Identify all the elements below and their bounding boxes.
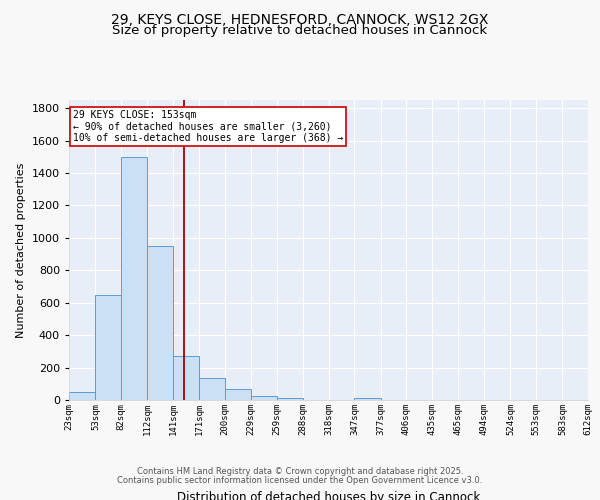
Bar [148, 246, 173, 400]
Bar [173, 356, 199, 400]
Bar [199, 378, 225, 400]
Bar [121, 157, 148, 400]
Bar [277, 398, 302, 400]
Bar [355, 398, 381, 400]
Y-axis label: Number of detached properties: Number of detached properties [16, 162, 26, 338]
Bar [69, 392, 95, 400]
Bar [251, 396, 277, 400]
Text: Size of property relative to detached houses in Cannock: Size of property relative to detached ho… [112, 24, 488, 37]
Bar [225, 390, 251, 400]
Text: 29, KEYS CLOSE, HEDNESFORD, CANNOCK, WS12 2GX: 29, KEYS CLOSE, HEDNESFORD, CANNOCK, WS1… [112, 12, 488, 26]
Text: Contains public sector information licensed under the Open Government Licence v3: Contains public sector information licen… [118, 476, 482, 485]
Bar [95, 294, 121, 400]
Text: Contains HM Land Registry data © Crown copyright and database right 2025.: Contains HM Land Registry data © Crown c… [137, 467, 463, 476]
X-axis label: Distribution of detached houses by size in Cannock: Distribution of detached houses by size … [177, 490, 480, 500]
Text: 29 KEYS CLOSE: 153sqm
← 90% of detached houses are smaller (3,260)
10% of semi-d: 29 KEYS CLOSE: 153sqm ← 90% of detached … [73, 110, 343, 143]
